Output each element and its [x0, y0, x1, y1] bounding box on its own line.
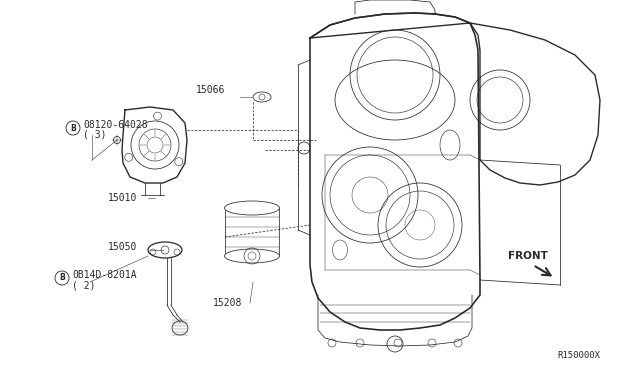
Text: ( 2): ( 2) — [72, 280, 95, 290]
Text: B: B — [70, 124, 76, 132]
Text: B: B — [59, 273, 65, 282]
Text: 0B14D-8201A: 0B14D-8201A — [72, 270, 136, 280]
Text: ( 3): ( 3) — [83, 129, 106, 139]
Text: 08120-64028: 08120-64028 — [83, 120, 148, 130]
Text: 15208: 15208 — [213, 298, 243, 308]
Text: R150000X: R150000X — [557, 350, 600, 359]
Text: 15010: 15010 — [108, 193, 138, 203]
Text: 15050: 15050 — [108, 242, 138, 252]
Text: FRONT: FRONT — [508, 251, 548, 261]
Text: 15066: 15066 — [196, 85, 225, 95]
Ellipse shape — [225, 201, 280, 215]
Ellipse shape — [253, 92, 271, 102]
Ellipse shape — [225, 249, 280, 263]
